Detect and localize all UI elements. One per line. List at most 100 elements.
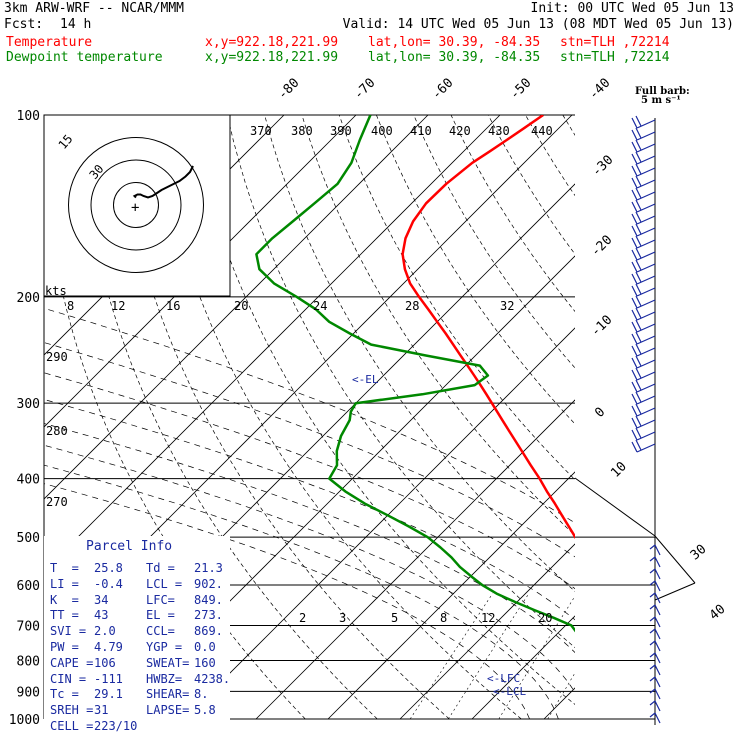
parcel-cell: SREH = [50,703,94,718]
wind-barb [631,427,656,441]
dry-adiabat [301,115,575,536]
wind-barb [631,343,656,357]
lower-boundary-ext2 [654,582,696,601]
wind-barb [649,676,661,688]
dry-adiabat-label: 290 [46,350,68,364]
parcel-cell: 8. [194,687,209,702]
parcel-row: CAPE = 106 SWEAT= 160 [50,656,230,671]
upper-scale-label: 12 [111,299,125,313]
parcel-cell: Td = [146,561,175,575]
pressure-label: 700 [17,619,40,634]
lower-boundary [574,477,656,537]
parcel-row: SREH = 31 LAPSE= 5.8 [50,703,230,718]
parcel-row: K = 34 LFC= 849. [50,593,230,608]
wind-barb [631,331,656,345]
parcel-row: CIN = -111 HWBZ= 4238. [50,672,230,687]
parcel-cell: 5.8 [194,703,216,718]
pressure-label: 100 [17,109,40,124]
wind-diag-label-30: 30 [688,542,710,564]
wind-barb [631,295,656,309]
wind-barb [631,367,656,381]
isotherm-label: -60 [429,76,456,103]
parcel-cell: 31 [94,703,109,718]
hodograph-kts-label: kts [45,284,67,298]
pressure-label: 900 [17,685,40,700]
wind-barb [631,163,656,177]
mixing-ratio-line [498,595,575,719]
dry-adiabat-label: 270 [46,495,68,509]
parcel-cell: 29.1 [94,687,123,702]
parcel-cell: SVI = [50,624,87,639]
parcel-cell: PW = [50,640,79,654]
dry-adiabat [450,115,575,312]
wind-barb [649,616,661,628]
pressure-label: 400 [17,473,40,488]
parcel-cell: K = [50,592,79,607]
wind-barb [631,187,656,201]
hodograph-origin: + [131,200,139,216]
hodograph-trace [132,165,194,199]
temp-legend-label: Temperature [6,35,93,50]
parcel-cell: 849. [194,592,223,607]
temp-legend-xy: x,y=922.18,221.99 [205,35,339,50]
full-barb-label: Full barb: [635,86,690,97]
wind-barb [631,211,656,225]
temp-legend-stn: stn=TLH ,72214 [560,35,670,50]
upper-scale-label: 28 [405,299,419,313]
parcel-cell: LFC= [146,592,175,607]
wind-barb [631,415,656,429]
theta-label: 370 [250,124,272,138]
pressure-label: 800 [17,654,40,669]
wind-barb [631,439,656,453]
parcel-cell: 25.8 [94,561,123,575]
wind-barb [631,115,656,129]
parcel-cell: -0.4 [94,576,123,591]
dry-adiabat [77,115,378,719]
wind-barb [631,379,656,393]
wind-diag-label-40: 40 [707,602,729,624]
pressure-label: 600 [17,579,40,594]
moist-adiabat [44,464,559,719]
dry-adiabat [189,115,575,705]
theta-label: 420 [449,124,471,138]
parcel-cell: LI = [50,576,79,591]
mixing-ratio-line [592,594,665,719]
parcel-cell: YGP = [146,640,183,654]
mixing-ratio-line [448,593,530,719]
theta-label: 380 [291,124,313,138]
isotherm-label: -70 [351,76,378,103]
upper-scale-label: 16 [166,299,180,313]
wind-barb [649,544,661,556]
valid-time: Valid: 14 UTC Wed 05 Jun 13 (08 MDT Wed … [342,17,734,32]
parcel-cell: 223/10 [94,719,138,733]
parcel-cell: LCL = [146,576,183,591]
mixing-ratio-label: 20 [538,611,552,625]
wind-barb [631,307,656,321]
pressure-label: 200 [17,291,40,306]
parcel-cell: 43 [94,608,109,623]
parcel-cell: CIN = [50,671,87,686]
theta-label: 410 [410,124,432,138]
wind-barb [631,355,656,369]
dry-adiabat [338,115,575,481]
parcel-cell: 902. [194,576,223,591]
theta-label: 400 [371,124,393,138]
parcel-cell: 273. [194,608,223,623]
mixing-ratio-label: 8 [440,611,447,625]
upper-scale-label: 8 [67,299,74,313]
full-barb-unit: 5 m s⁻¹ [641,95,681,106]
lcl-marker: <-LCL [493,685,526,698]
wind-barb [649,712,661,724]
mixing-ratio-label: 3 [339,611,346,625]
dry-adiabat [675,115,740,719]
dry-adiabat [600,115,740,719]
isotherm-label: 0 [592,405,608,421]
parcel-row: T = 25.8 Td = 21.3 [50,561,230,576]
parcel-cell: CELL = [50,719,94,733]
parcel-row: PW = 4.79 YGP = 0.0 [50,640,230,655]
isotherm-label: -20 [588,233,615,260]
hodograph-ring [68,137,204,273]
parcel-cell: 4238. [194,671,231,686]
wind-barb [631,283,656,297]
